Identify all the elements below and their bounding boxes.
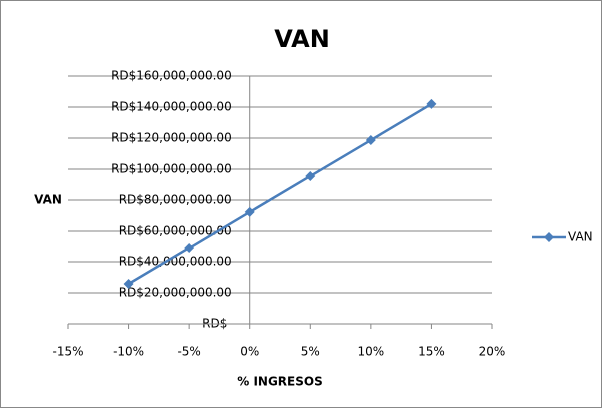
y-tick-label: RD$160,000,000.00 [111, 69, 232, 83]
y-tick-label: RD$60,000,000.00 [119, 224, 232, 238]
legend-label: VAN [568, 230, 593, 244]
data-point [365, 135, 376, 146]
x-tick-label: 15% [418, 345, 445, 359]
series-line [127, 102, 433, 286]
x-tick-label: -15% [52, 345, 83, 359]
y-tick-label: RD$120,000,000.00 [111, 131, 232, 145]
x-tick-label: -10% [113, 345, 144, 359]
y-tick-label: RD$80,000,000.00 [119, 193, 232, 207]
data-point [123, 279, 134, 290]
x-tick-label: 5% [301, 345, 320, 359]
data-point [184, 243, 195, 254]
x-axis-label: % INGRESOS [237, 375, 322, 389]
data-point [244, 206, 255, 217]
y-tick-label: RD$20,000,000.00 [119, 286, 232, 300]
x-tick-label: 20% [479, 345, 506, 359]
y-tick-label: RD$100,000,000.00 [111, 162, 232, 176]
x-tick-label: 0% [240, 345, 259, 359]
data-point [426, 98, 437, 109]
x-tick-label: 10% [358, 345, 385, 359]
y-tick-label: RD$40,000,000.00 [119, 255, 232, 269]
chart-title: VAN [274, 25, 330, 53]
y-axis-label: VAN [34, 193, 62, 207]
x-tick-label: -5% [177, 345, 200, 359]
data-point [305, 170, 316, 181]
legend-marker [544, 232, 554, 242]
y-tick-label: RD$140,000,000.00 [111, 100, 232, 114]
